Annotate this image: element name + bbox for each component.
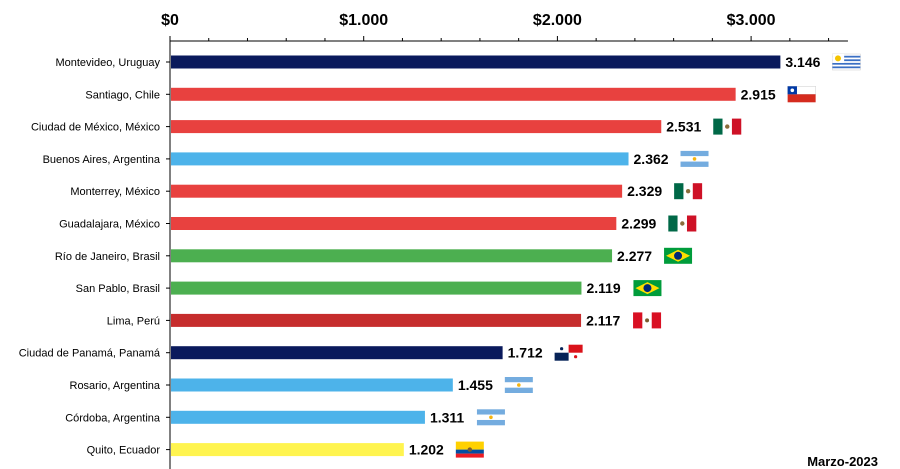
date-footnote: Marzo-2023 [807,454,878,469]
value-label: 1.202 [409,442,444,458]
category-label: Quito, Ecuador [87,445,161,457]
value-label: 2.531 [666,119,701,135]
bar [171,378,453,392]
x-tick-label: $3.000 [727,12,776,29]
value-label: 1.712 [508,345,543,361]
x-tick-label: $2.000 [533,12,582,29]
chile-flag-icon [787,86,816,103]
value-label: 2.915 [741,86,776,102]
category-label: Santiago, Chile [85,89,160,101]
category-label: Monterrey, México [70,186,160,198]
panama-flag-icon [554,344,583,361]
bar [171,217,617,230]
value-label: 2.329 [627,183,662,199]
mexico-flag-icon [713,118,742,135]
value-label: 3.146 [785,54,820,70]
value-label: 2.299 [621,216,656,232]
bar [171,249,613,263]
category-label: Buenos Aires, Argentina [43,154,161,166]
bar [171,346,503,360]
value-label: 2.277 [617,248,652,264]
brazil-flag-icon [633,280,662,297]
ecuador-flag-icon [455,441,484,458]
value-label: 1.311 [430,409,464,425]
category-label: Río de Janeiro, Brasil [55,251,160,263]
bar [171,281,582,295]
argentina-flag-icon [476,409,505,426]
value-label: 1.455 [458,377,493,393]
category-label: Montevideo, Uruguay [55,57,160,69]
value-label: 2.117 [586,312,620,328]
category-label: Rosario, Argentina [70,380,161,392]
argentina-flag-icon [504,377,533,393]
bar [171,184,623,198]
category-label: Córdoba, Argentina [65,412,161,424]
category-label: Lima, Perú [107,315,160,327]
bar [171,443,404,457]
category-label: Ciudad de México, México [31,122,160,134]
x-tick-label: $1.000 [339,12,388,29]
x-tick-label: $0 [161,12,179,29]
category-label: Ciudad de Panamá, Panamá [19,348,161,360]
uruguay-flag-icon [832,53,861,71]
bar [171,410,425,424]
bar [171,55,781,69]
category-label: San Pablo, Brasil [76,283,160,295]
category-label: Guadalajara, México [59,219,160,231]
bar [171,152,629,166]
value-label: 2.119 [586,280,620,296]
bar [171,120,662,134]
mexico-flag-icon [674,183,703,200]
bar [171,87,736,101]
bar [171,313,582,327]
argentina-flag-icon [680,150,709,167]
value-label: 2.362 [634,151,669,167]
peru-flag-icon [633,312,662,329]
brazil-flag-icon [664,247,693,264]
mexico-flag-icon [668,215,697,232]
